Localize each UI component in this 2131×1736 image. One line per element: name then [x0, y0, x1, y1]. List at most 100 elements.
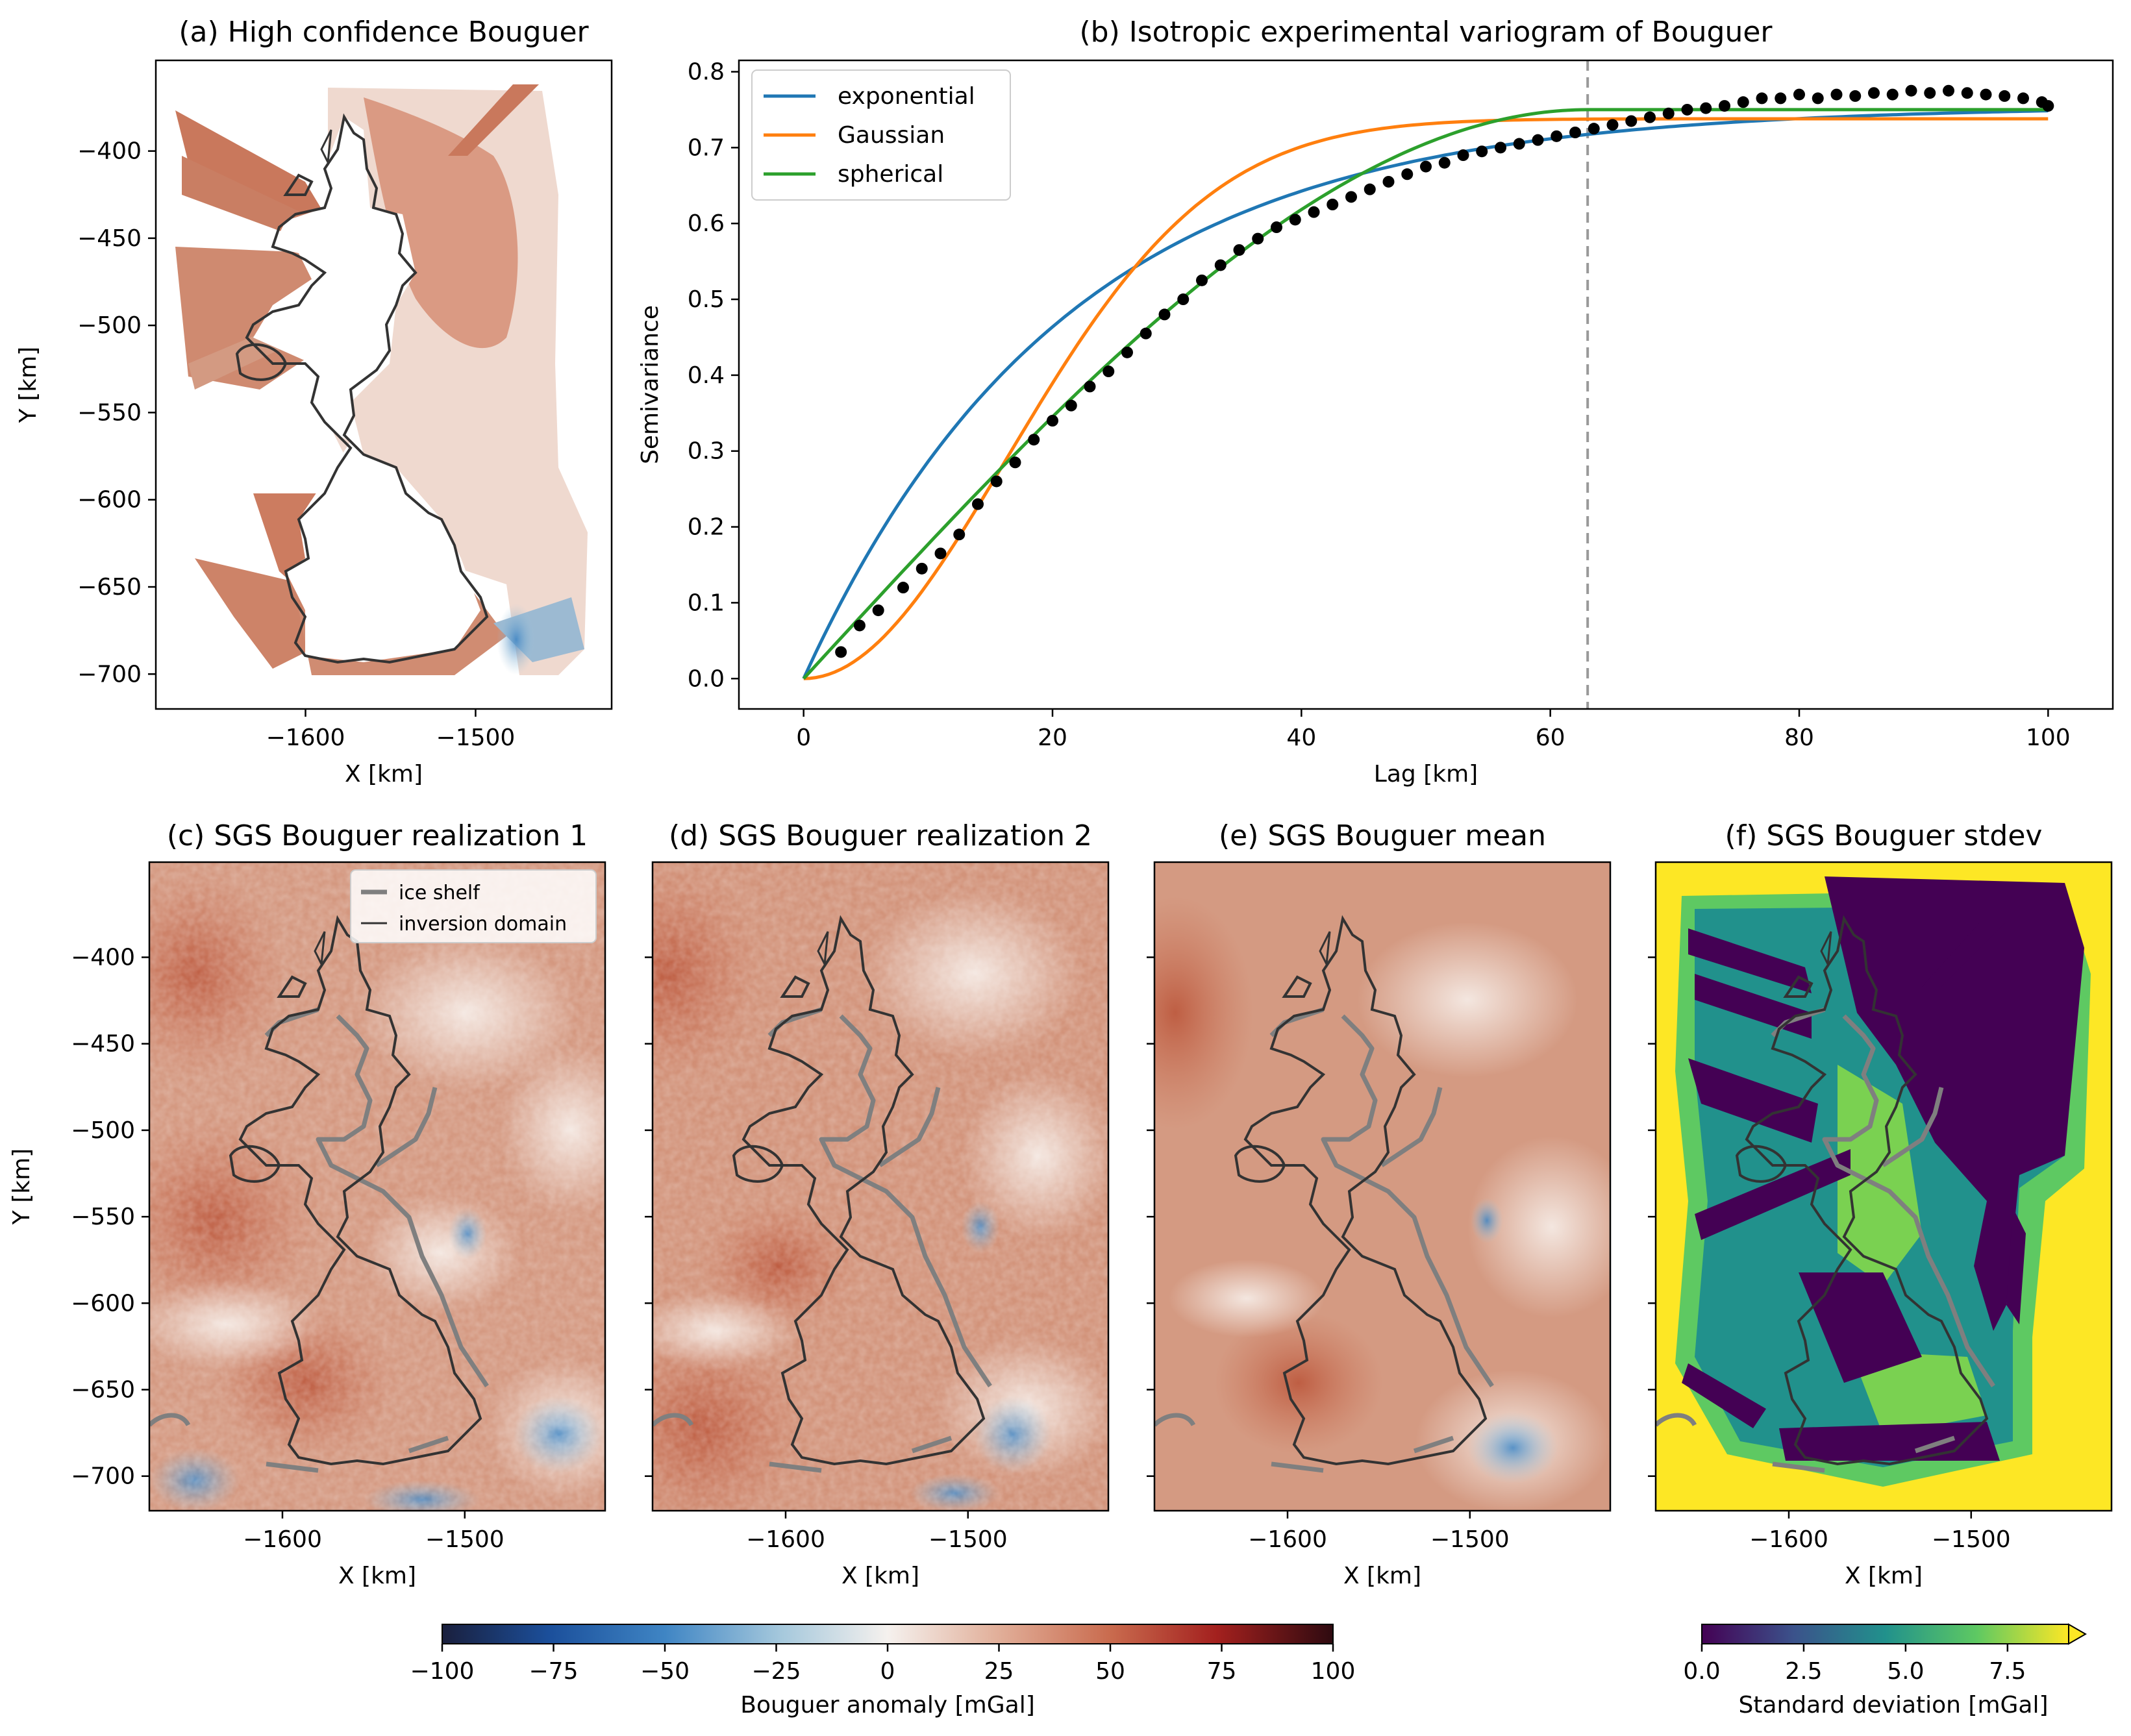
panel-f-map [1656, 862, 2112, 1511]
inversion-domain-outline [277, 975, 307, 998]
experimental-point [1681, 103, 1693, 116]
experimental-point [1196, 274, 1208, 286]
experimental-point [1551, 130, 1563, 142]
experimental-point [1644, 111, 1656, 123]
experimental-point [1177, 293, 1190, 306]
panel-b-legend: exponential Gaussian spherical [751, 69, 1011, 201]
experimental-point [1830, 88, 1843, 101]
panel-c-frame [148, 861, 606, 1512]
panel-e-xtick-label: −1600 [1248, 1526, 1327, 1553]
experimental-point [1905, 84, 1917, 97]
panel-c-xtick-label: −1500 [425, 1526, 505, 1553]
experimental-point [1793, 88, 1805, 101]
inversion-domain-outline [741, 915, 986, 1466]
bouguer-colorbar-tick-label: −100 [410, 1658, 475, 1685]
panel-a-ytick-label: −500 [77, 312, 142, 339]
experimental-point [1569, 127, 1581, 138]
panel-d: (d) SGS Bouguer realization 2 −1600 −1500… [645, 819, 1110, 1589]
panel-a-inversion-outline [245, 113, 489, 664]
bouguer-colorbar-tick-label: 25 [984, 1658, 1014, 1685]
experimental-point [2017, 92, 2029, 105]
panel-f: (f) SGS Bouguer stdev −1600 −1500 X [km] [1648, 819, 2113, 1589]
experimental-point [1606, 119, 1619, 131]
experimental-point [1028, 434, 1040, 446]
panel-c-title: (c) SGS Bouguer realization 1 [167, 819, 588, 852]
experimental-point [1495, 142, 1506, 154]
experimental-point [1812, 92, 1824, 105]
panel-b-xtick-label: 100 [2026, 725, 2071, 751]
inversion-domain-outline [229, 1145, 281, 1183]
experimental-point [1233, 244, 1245, 256]
series-gaussian-line [803, 117, 2049, 680]
panel-b-ytick-label: 0.5 [688, 286, 725, 313]
experimental-point [1158, 308, 1171, 321]
experimental-point [1924, 87, 1936, 99]
experimental-point [1289, 214, 1301, 226]
panel-f-xtick-label: −1600 [1749, 1526, 1828, 1553]
panel-d-title: (d) SGS Bouguer realization 2 [669, 819, 1092, 852]
stdev-colorbar: 0.0 2.5 5.0 7.5 Standard deviation [mGal] [1683, 1623, 2087, 1718]
stdev-colorbar-tick-label: 5.0 [1887, 1658, 1924, 1685]
panel-f-title: (f) SGS Bouguer stdev [1725, 819, 2043, 852]
panel-d-xtick-label: −1600 [746, 1526, 825, 1553]
panel-b-xtick-label: 60 [1536, 725, 1565, 751]
experimental-point [1047, 415, 1058, 427]
legend-gaussian-label: Gaussian [838, 122, 945, 149]
panel-c-xtick-label: −1600 [243, 1526, 322, 1553]
bouguer-colorbar-tick-label: −25 [752, 1658, 801, 1685]
inversion-domain-outline [1745, 915, 1989, 1466]
experimental-point [990, 475, 1003, 488]
experimental-point [1588, 123, 1600, 135]
panel-b-xlabel: Lag [km] [1374, 761, 1478, 787]
panel-a-ylabel: Y [km] [15, 347, 42, 423]
experimental-point [934, 547, 947, 560]
panel-a-ytick-label: −600 [77, 487, 142, 514]
panel-c-ytick-label: −500 [71, 1117, 135, 1144]
experimental-point [972, 498, 984, 510]
panel-a-xlabel: X [km] [345, 761, 423, 787]
experimental-point [1868, 87, 1880, 99]
series-exponential-line [802, 109, 2049, 680]
experimental-point [1121, 346, 1133, 358]
experimental-point [1214, 259, 1227, 271]
experimental-point [1271, 221, 1282, 234]
panel-c-legend: ice shelf inversion domain [350, 869, 597, 943]
panel-a-ytick-label: −400 [77, 138, 142, 165]
panel-e-xtick-label: −1500 [1430, 1526, 1510, 1553]
legend-exponential-label: exponential [838, 83, 975, 110]
panel-a-map [175, 84, 588, 675]
panel-d-xtick-label: −1500 [928, 1526, 1008, 1553]
panel-c: (c) SGS Bouguer realization 1 ice shelf … [8, 819, 606, 1589]
inversion-domain-outline [238, 915, 482, 1466]
experimental-point [1961, 87, 1973, 99]
panel-b-ytick-label: 0.7 [688, 134, 725, 161]
experimental-point [1364, 183, 1376, 195]
inversion-domain-outline [1783, 975, 1813, 998]
experimental-point [916, 562, 928, 575]
experimental-point [953, 528, 966, 541]
bouguer-colorbar: −100 −75 −50 −25 0 25 50 75 100 Bouguer anomaly … [410, 1624, 1355, 1718]
bouguer-colorbar-tick-label: −75 [529, 1658, 579, 1685]
experimental-point [1999, 90, 2011, 102]
experimental-point [1849, 90, 1862, 102]
panel-c-ytick-label: −650 [71, 1377, 135, 1404]
panel-c-map [149, 862, 605, 1511]
panel-a: (a) High confidence Bouguer −1600 −1500 X … [15, 16, 613, 787]
panel-e-frame [1153, 861, 1612, 1512]
experimental-point [1345, 191, 1357, 203]
panel-c-ytick-label: −700 [71, 1463, 135, 1490]
experimental-point [1532, 134, 1544, 146]
panel-d-map [653, 862, 1108, 1511]
experimental-point [1719, 100, 1730, 112]
inversion-domain-outline [780, 975, 810, 998]
inversion-domain-outline [1234, 1145, 1286, 1183]
experimental-point [1382, 175, 1395, 188]
panel-b-title: (b) Isotropic experimental variogram of … [1079, 16, 1773, 49]
ice-shelf-outline [149, 1413, 449, 1473]
panel-a-frame [155, 59, 613, 710]
experimental-point [1625, 115, 1638, 127]
panel-b-frame [738, 59, 2114, 710]
inversion-domain-outline [1319, 931, 1331, 968]
panel-e: (e) SGS Bouguer mean −1600 −1500 X [km] [1147, 819, 1612, 1589]
experimental-point [1065, 399, 1077, 412]
